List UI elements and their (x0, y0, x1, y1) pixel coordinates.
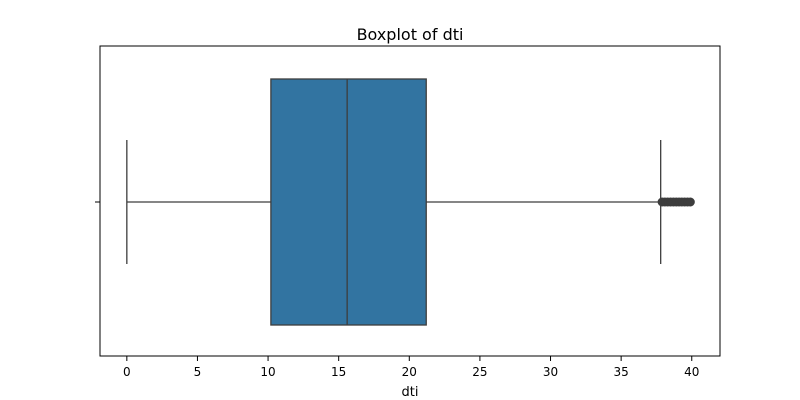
outlier-point (685, 197, 695, 207)
x-tick-label: 40 (684, 365, 699, 379)
plot-area (95, 45, 721, 357)
x-tick-label: 35 (613, 365, 628, 379)
chart-title: Boxplot of dti (357, 25, 464, 44)
x-tick-label: 25 (472, 365, 487, 379)
box-iqr (270, 78, 427, 326)
x-tick-label: 20 (402, 365, 417, 379)
x-axis-label: dti (402, 385, 419, 400)
x-tick-label: 5 (194, 365, 202, 379)
x-tick-label: 10 (260, 365, 275, 379)
x-tick-label: 0 (123, 365, 131, 379)
x-tick-label: 30 (543, 365, 558, 379)
x-tick-label: 15 (331, 365, 346, 379)
x-axis-ticks: 0 5 10 15 20 25 30 35 40 (123, 356, 699, 379)
plot-frame (99, 45, 721, 357)
